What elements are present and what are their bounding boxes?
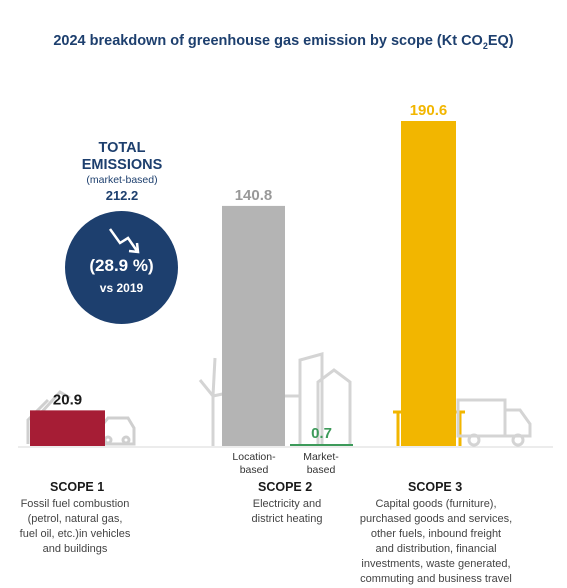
- trend-down-icon: [108, 228, 140, 254]
- label-scope-2-market-based: 0.7: [311, 425, 332, 442]
- label-scope-2-location-based: 140.8: [235, 187, 273, 204]
- bar-scope-2-location-based: [222, 205, 285, 446]
- sublabel-market-based: Market-based: [303, 451, 339, 476]
- total-label-line2: EMISSIONS: [81, 157, 163, 173]
- sublabel-location-based: Location-based: [232, 451, 276, 476]
- total-label-line1: TOTAL: [98, 140, 146, 156]
- total-emissions-block: TOTAL EMISSIONS (market-based) 212.2: [62, 140, 182, 203]
- scope-2-description: Electricity and district heating: [251, 498, 323, 525]
- scope-3-heading: SCOPE 3: [408, 480, 463, 494]
- total-value: 212.2: [105, 188, 139, 203]
- scope-1-description: Fossil fuel combustion (petrol, natural g…: [19, 498, 131, 555]
- scope-1-heading: SCOPE 1: [50, 480, 105, 494]
- change-badge: (28.9 %) vs 2019: [65, 211, 178, 324]
- change-percent: (28.9 %): [89, 256, 154, 275]
- scope-3-description: Capital goods (furniture), purchased good…: [359, 498, 513, 585]
- bar-scope-1: [30, 410, 105, 446]
- label-scope-3: 190.6: [410, 102, 448, 119]
- bar-scope-3: [401, 121, 456, 446]
- wind-turbine-icon: [198, 357, 233, 446]
- total-basis: (market-based): [86, 174, 158, 186]
- truck-icon: [456, 398, 532, 447]
- bar-scope-2-market-based: [290, 444, 353, 446]
- scope-2-heading: SCOPE 2: [258, 480, 313, 494]
- car-icon: [98, 416, 136, 446]
- change-vs-year: vs 2019: [99, 281, 144, 295]
- label-scope-1: 20.9: [53, 391, 82, 408]
- chart-title: 2024 breakdown of greenhouse gas emissio…: [53, 33, 514, 51]
